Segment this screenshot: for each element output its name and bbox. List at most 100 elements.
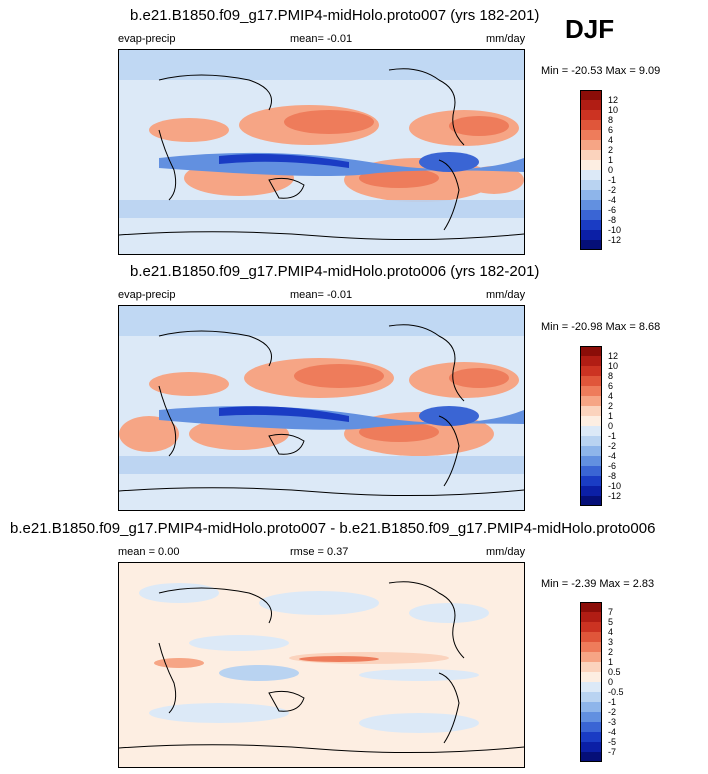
colorbar-swatch [580,612,602,622]
panel1-units-label: mm/day [486,33,526,45]
colorbar-tick-label: -12 [608,235,622,245]
colorbar-tick-label: -1 [608,175,617,185]
colorbar-swatch [580,130,602,140]
colorbar-swatch [580,652,602,662]
panel2-variable-label: evap-precip [118,289,176,301]
colorbar-swatch [580,366,602,376]
colorbar-swatch [580,406,602,416]
colorbar-tick-label: -8 [608,215,617,225]
colorbar-swatch [580,140,602,150]
season-label: DJF [565,14,615,44]
colorbar-swatch [580,90,602,100]
colorbar-tick-label: 2 [608,401,614,411]
panel3-rmse-label: rmse = 0.37 [290,546,349,558]
colorbar-swatch [580,456,602,466]
colorbar-swatch [580,446,602,456]
colorbar-tick-label: 4 [608,135,614,145]
colorbar-tick-label: 2 [608,145,614,155]
colorbar-tick-label: -7 [608,747,617,757]
colorbar-tick-label: 1 [608,411,614,421]
colorbar-swatch [580,150,602,160]
colorbar-swatch [580,376,602,386]
colorbar-tick-label: -12 [608,491,622,501]
colorbar-tick-label: 6 [608,125,614,135]
panel3-minmax: Min = -2.39 Max = 2.83 [541,578,655,590]
colorbar-swatch [580,120,602,130]
panel3-title: b.e21.B1850.f09_g17.PMIP4-midHolo.proto0… [10,520,656,537]
colorbar-tick-label: -4 [608,195,617,205]
colorbar-swatch [580,436,602,446]
colorbar-tick-label: 10 [608,361,619,371]
panel2-colorbar: 12 10 8 6 4 2 1 0 -1 -2 -4 -6 -8 -10 -12 [580,346,640,506]
colorbar-tick-label: -10 [608,481,622,491]
colorbar-swatch [580,110,602,120]
colorbar-tick-label: 4 [608,391,614,401]
colorbar-swatch [580,682,602,692]
colorbar-swatch [580,632,602,642]
colorbar-tick-label: 12 [608,351,619,361]
colorbar-tick-label: -1 [608,431,617,441]
panel1-minmax: Min = -20.53 Max = 9.09 [541,65,661,77]
colorbar-swatch [580,752,602,762]
colorbar-tick-label: 10 [608,105,619,115]
colorbar-swatch [580,396,602,406]
colorbar-swatch [580,346,602,356]
panel1-variable-label: evap-precip [118,33,176,45]
colorbar-swatch [580,210,602,220]
colorbar-tick-label: 6 [608,381,614,391]
colorbar-tick-label: 1 [608,657,614,667]
colorbar-tick-label: 8 [608,115,614,125]
colorbar-tick-label: -8 [608,471,617,481]
colorbar-tick-label: -5 [608,737,617,747]
colorbar-swatch [580,496,602,506]
colorbar-swatch [580,100,602,110]
colorbar-swatch [580,732,602,742]
colorbar-tick-label: 0 [608,165,614,175]
colorbar-swatch [580,692,602,702]
panel3-map [118,562,525,768]
colorbar-swatch [580,662,602,672]
colorbar-tick-label: -10 [608,225,622,235]
colorbar-tick-label: -4 [608,727,617,737]
colorbar-tick-label: -2 [608,707,617,717]
panel2-units-label: mm/day [486,289,526,301]
panel2-minmax: Min = -20.98 Max = 8.68 [541,321,661,333]
colorbar-tick-label: 0 [608,421,614,431]
colorbar-swatch [580,356,602,366]
colorbar-swatch [580,170,602,180]
colorbar-tick-label: 12 [608,95,619,105]
colorbar-swatch [580,160,602,170]
colorbar-tick-label: 7 [608,607,614,617]
colorbar-swatch [580,622,602,632]
colorbar-swatch [580,702,602,712]
colorbar-tick-label: 4 [608,627,614,637]
panel3-mean-label: mean = 0.00 [118,546,180,558]
colorbar-swatch [580,240,602,250]
colorbar-swatch [580,386,602,396]
panel2-map [118,305,525,511]
colorbar-tick-label: 3 [608,637,614,647]
colorbar-swatch [580,712,602,722]
colorbar-swatch [580,200,602,210]
colorbar-swatch [580,220,602,230]
colorbar-swatch [580,642,602,652]
colorbar-tick-label: -4 [608,451,617,461]
colorbar-swatch [580,230,602,240]
colorbar-tick-label: -1 [608,697,617,707]
colorbar-swatch [580,466,602,476]
colorbar-tick-label: -0.5 [608,687,624,697]
colorbar-tick-label: -6 [608,205,617,215]
colorbar-tick-label: 2 [608,647,614,657]
panel3-units-label: mm/day [486,546,526,558]
colorbar-swatch [580,416,602,426]
colorbar-tick-label: -2 [608,441,617,451]
colorbar-tick-label: 0 [608,677,614,687]
colorbar-swatch [580,476,602,486]
colorbar-swatch [580,486,602,496]
panel3-colorbar: 7 5 4 3 2 1 0.5 0 -0.5 -1 -2 -3 -4 -5 -7 [580,602,640,762]
colorbar-tick-label: -2 [608,185,617,195]
panel2-mean-label: mean= -0.01 [290,289,353,301]
colorbar-swatch [580,180,602,190]
panel2-title: b.e21.B1850.f09_g17.PMIP4-midHolo.proto0… [130,263,540,280]
colorbar-swatch [580,672,602,682]
